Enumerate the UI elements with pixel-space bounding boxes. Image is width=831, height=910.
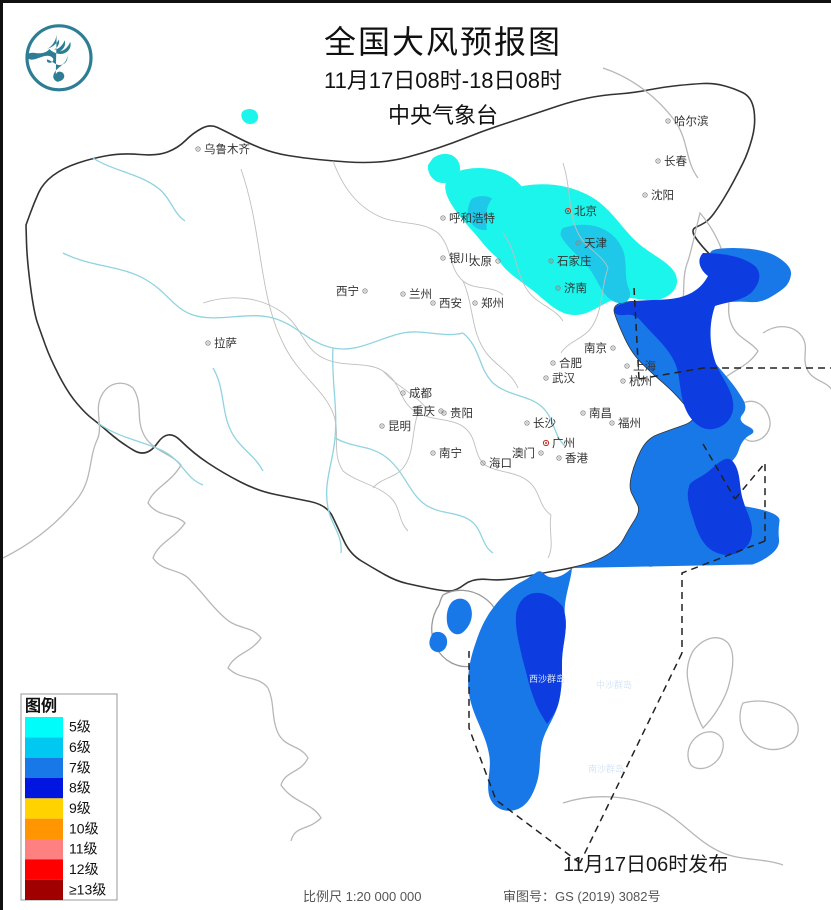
svg-text:比例尺 1:20 000 000: 比例尺 1:20 000 000 (303, 889, 422, 904)
svg-text:哈尔滨: 哈尔滨 (674, 114, 709, 128)
svg-text:兰州: 兰州 (409, 288, 432, 301)
svg-text:济南: 济南 (564, 281, 587, 295)
svg-text:武汉: 武汉 (552, 372, 575, 385)
svg-text:10级: 10级 (69, 820, 99, 836)
svg-text:南沙群岛: 南沙群岛 (588, 763, 624, 774)
svg-text:北京: 北京 (574, 204, 597, 218)
svg-text:5级: 5级 (69, 719, 91, 735)
svg-text:11级: 11级 (69, 841, 98, 857)
svg-text:成都: 成都 (409, 387, 432, 400)
svg-text:≥13级: ≥13级 (69, 881, 106, 897)
svg-text:太原: 太原 (469, 255, 492, 268)
svg-text:7级: 7级 (69, 759, 91, 775)
svg-text:12级: 12级 (69, 861, 99, 877)
svg-text:西沙群岛: 西沙群岛 (529, 673, 565, 684)
svg-text:南京: 南京 (584, 341, 607, 355)
svg-text:中沙群岛: 中沙群岛 (596, 679, 632, 690)
svg-text:呼和浩特: 呼和浩特 (449, 211, 495, 225)
svg-text:西安: 西安 (439, 296, 462, 310)
svg-text:拉萨: 拉萨 (214, 336, 237, 350)
svg-text:6级: 6级 (69, 739, 91, 755)
svg-text:福州: 福州 (618, 416, 641, 430)
svg-text:合肥: 合肥 (559, 356, 582, 370)
svg-text:长沙: 长沙 (533, 417, 556, 430)
svg-text:澳门: 澳门 (512, 446, 535, 460)
svg-text:石家庄: 石家庄 (557, 254, 592, 268)
svg-text:长春: 长春 (664, 155, 687, 168)
svg-text:杭州: 杭州 (629, 374, 652, 388)
svg-text:南宁: 南宁 (439, 446, 462, 460)
svg-text:审图号：GS (2019) 3082号: 审图号：GS (2019) 3082号 (503, 889, 661, 904)
svg-text:重庆: 重庆 (412, 404, 435, 418)
svg-text:8级: 8级 (69, 780, 91, 796)
svg-text:香港: 香港 (565, 452, 588, 465)
svg-text:天津: 天津 (584, 237, 607, 250)
svg-text:南昌: 南昌 (589, 406, 612, 420)
svg-text:乌鲁木齐: 乌鲁木齐 (204, 142, 250, 156)
svg-text:广州: 广州 (552, 437, 575, 450)
svg-text:沈阳: 沈阳 (651, 188, 674, 202)
svg-text:昆明: 昆明 (388, 420, 411, 433)
svg-text:9级: 9级 (69, 800, 91, 816)
svg-text:海口: 海口 (489, 456, 512, 470)
svg-text:上海: 上海 (633, 359, 656, 373)
svg-text:贵阳: 贵阳 (450, 407, 473, 420)
svg-text:11月17日06时发布: 11月17日06时发布 (563, 853, 728, 876)
svg-text:西宁: 西宁 (336, 284, 359, 298)
svg-text:郑州: 郑州 (481, 296, 504, 310)
svg-text:图例: 图例 (25, 696, 57, 715)
